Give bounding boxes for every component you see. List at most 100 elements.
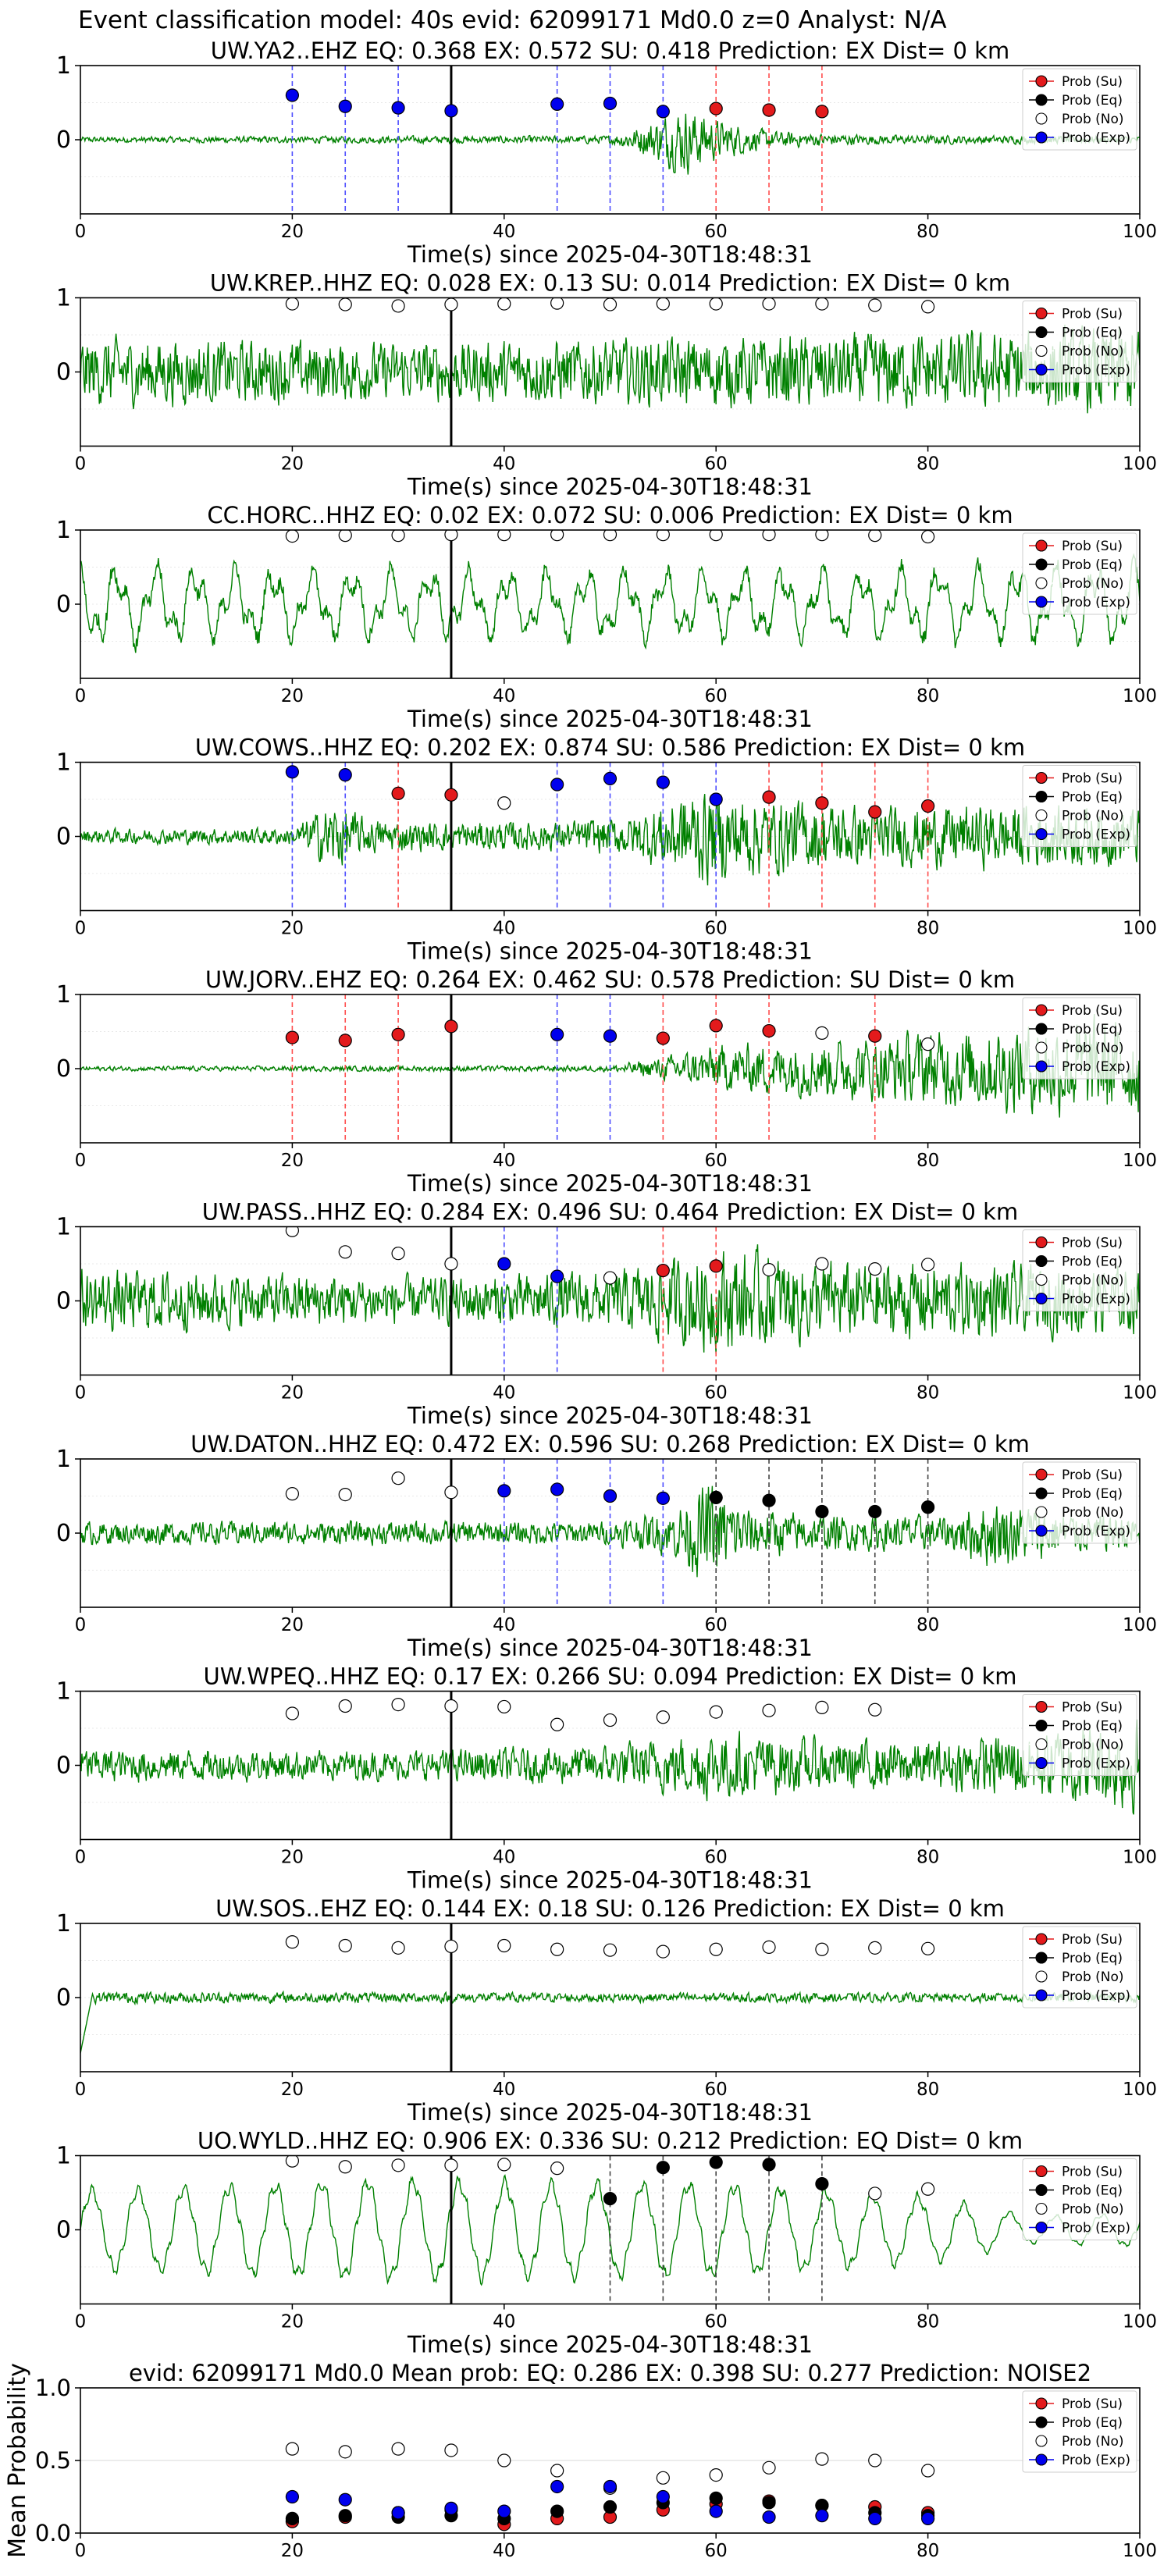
legend-label: Prob (No) (1062, 576, 1124, 592)
prob-marker-su (391, 1027, 405, 1041)
prob-marker-no (338, 2160, 352, 2174)
legend-label: Prob (Su) (1062, 771, 1123, 787)
panel-3: CC.HORC..HHZ EQ: 0.02 EX: 0.072 SU: 0.00… (56, 502, 1157, 732)
x-tick-label: 40 (493, 2312, 515, 2332)
legend-label: Prob (No) (1062, 344, 1124, 360)
panel-title: UW.COWS..HHZ EQ: 0.202 EX: 0.874 SU: 0.5… (195, 735, 1025, 761)
x-tick-label: 60 (705, 2080, 728, 2100)
legend-label: Prob (Eq) (1062, 1486, 1123, 1502)
legend-swatch-marker (1035, 94, 1048, 106)
x-tick-label: 0 (75, 2080, 87, 2100)
legend-swatch-marker (1035, 1060, 1048, 1073)
panel-title: UO.WYLD..HHZ EQ: 0.906 EX: 0.336 SU: 0.2… (198, 2128, 1023, 2154)
x-tick-label: 20 (281, 222, 304, 242)
legend-label: Prob (Exp) (1062, 827, 1130, 843)
legend-swatch-marker (1035, 1989, 1048, 2001)
x-axis-label: Time(s) since 2025-04-30T18:48:31 (407, 1170, 813, 1197)
prob-marker-su (285, 1030, 299, 1044)
prob-marker-no (285, 1935, 299, 1949)
y-tick-label: 0 (56, 1055, 71, 1083)
prob-marker-exp (656, 775, 670, 789)
prob-marker-eq (815, 1504, 829, 1519)
x-tick-label: 60 (705, 2541, 728, 2561)
prob-marker-no (285, 1706, 299, 1720)
prob-marker-no (920, 1258, 935, 1272)
y-tick-label: 1 (56, 749, 71, 777)
prob-marker-no (338, 530, 352, 543)
prob-marker-no (921, 530, 935, 544)
prob-marker-no (497, 796, 511, 810)
legend: Prob (Su) Prob (Eq) Prob (No) Prob (Exp) (1022, 2390, 1137, 2473)
x-tick-label: 40 (493, 1615, 515, 1635)
waveform-trace (80, 1244, 1140, 1354)
prob-marker-no (603, 1943, 618, 1957)
legend-swatch-marker (1035, 75, 1048, 87)
x-tick-label: 20 (281, 919, 304, 939)
legend-swatch-marker (1035, 1041, 1048, 1054)
prob-marker-su (762, 103, 776, 117)
prob-marker-no (285, 1226, 299, 1237)
legend-label: Prob (Su) (1062, 1468, 1123, 1483)
prob-marker-no (603, 530, 618, 542)
x-axis-label: Time(s) since 2025-04-30T18:48:31 (407, 474, 813, 500)
prob-marker-no (815, 1026, 829, 1041)
legend-swatch-marker (1035, 1525, 1048, 1537)
legend-swatch-marker (1035, 771, 1048, 785)
mean-prob-marker-eq (338, 2509, 352, 2523)
prob-marker-no (762, 1940, 776, 1954)
mean-prob-marker-no (550, 2464, 564, 2478)
legend-swatch-marker (1035, 1952, 1048, 1964)
prob-marker-exp (550, 1482, 564, 1496)
panel-title: UW.PASS..HHZ EQ: 0.284 EX: 0.496 SU: 0.4… (202, 1199, 1018, 1226)
x-tick-label: 100 (1123, 686, 1157, 706)
prob-marker-no (920, 2182, 935, 2196)
x-tick-label: 60 (705, 1383, 728, 1404)
prob-marker-eq (656, 2161, 670, 2175)
legend-swatch-marker (1035, 1970, 1048, 1983)
panel-10: UO.WYLD..HHZ EQ: 0.906 EX: 0.336 SU: 0.2… (56, 2128, 1157, 2358)
prob-marker-no (603, 1271, 618, 1285)
panel-title: UW.KREP..HHZ EQ: 0.028 EX: 0.13 SU: 0.01… (210, 270, 1010, 297)
x-tick-label: 0 (75, 2541, 87, 2561)
legend-label: Prob (Eq) (1062, 2415, 1123, 2431)
x-tick-label: 100 (1123, 1848, 1157, 1868)
panel-2: UW.KREP..HHZ EQ: 0.028 EX: 0.13 SU: 0.01… (56, 270, 1157, 500)
panel-title: UW.SOS..EHZ EQ: 0.144 EX: 0.18 SU: 0.126… (215, 1895, 1005, 1922)
legend-swatch-marker (1035, 1254, 1048, 1268)
legend-swatch-marker (1035, 2397, 1048, 2410)
prob-marker-no (444, 1257, 458, 1271)
legend-swatch-marker (1035, 1468, 1048, 1481)
prob-marker-no (444, 1699, 458, 1713)
prob-marker-no (338, 1938, 352, 1953)
mean-prob-marker-eq (550, 2504, 564, 2518)
panel-title: evid: 62099171 Md0.0 Mean prob: EQ: 0.28… (129, 2360, 1091, 2386)
mean-prob-marker-no (285, 2442, 299, 2456)
plot-area (80, 1459, 1140, 1607)
legend-box (1022, 1461, 1137, 1544)
x-tick-label: 60 (705, 1151, 728, 1171)
legend-label: Prob (Exp) (1062, 1524, 1130, 1539)
x-tick-label: 40 (493, 686, 515, 706)
mean-prob-marker-exp (656, 2489, 670, 2504)
prob-marker-exp (285, 765, 299, 779)
x-tick-label: 40 (493, 222, 515, 242)
x-tick-label: 0 (75, 919, 87, 939)
legend-swatch-marker (1035, 2202, 1048, 2215)
prob-marker-exp (497, 1257, 511, 1271)
legend-label: Prob (Eq) (1062, 557, 1123, 573)
legend-swatch-marker (1035, 344, 1048, 358)
mean-prob-marker-exp (762, 2510, 776, 2524)
legend-label: Prob (Su) (1062, 539, 1123, 554)
y-axis-label: Mean Probability (4, 2363, 31, 2558)
prob-marker-no (391, 1698, 405, 1712)
x-tick-label: 80 (917, 2312, 939, 2332)
legend-swatch-marker (1035, 2183, 1048, 2197)
panel-8: UW.WPEQ..HHZ EQ: 0.17 EX: 0.266 SU: 0.09… (56, 1663, 1157, 1894)
prob-marker-no (285, 2155, 299, 2168)
mean-prob-marker-exp (444, 2501, 458, 2515)
legend-swatch-marker (1035, 2416, 1048, 2428)
mean-prob-marker-exp (603, 2479, 618, 2494)
legend-label: Prob (No) (1062, 1738, 1124, 1753)
y-tick-label: 0 (56, 1288, 71, 1315)
x-axis-label: Time(s) since 2025-04-30T18:48:31 (407, 241, 813, 268)
